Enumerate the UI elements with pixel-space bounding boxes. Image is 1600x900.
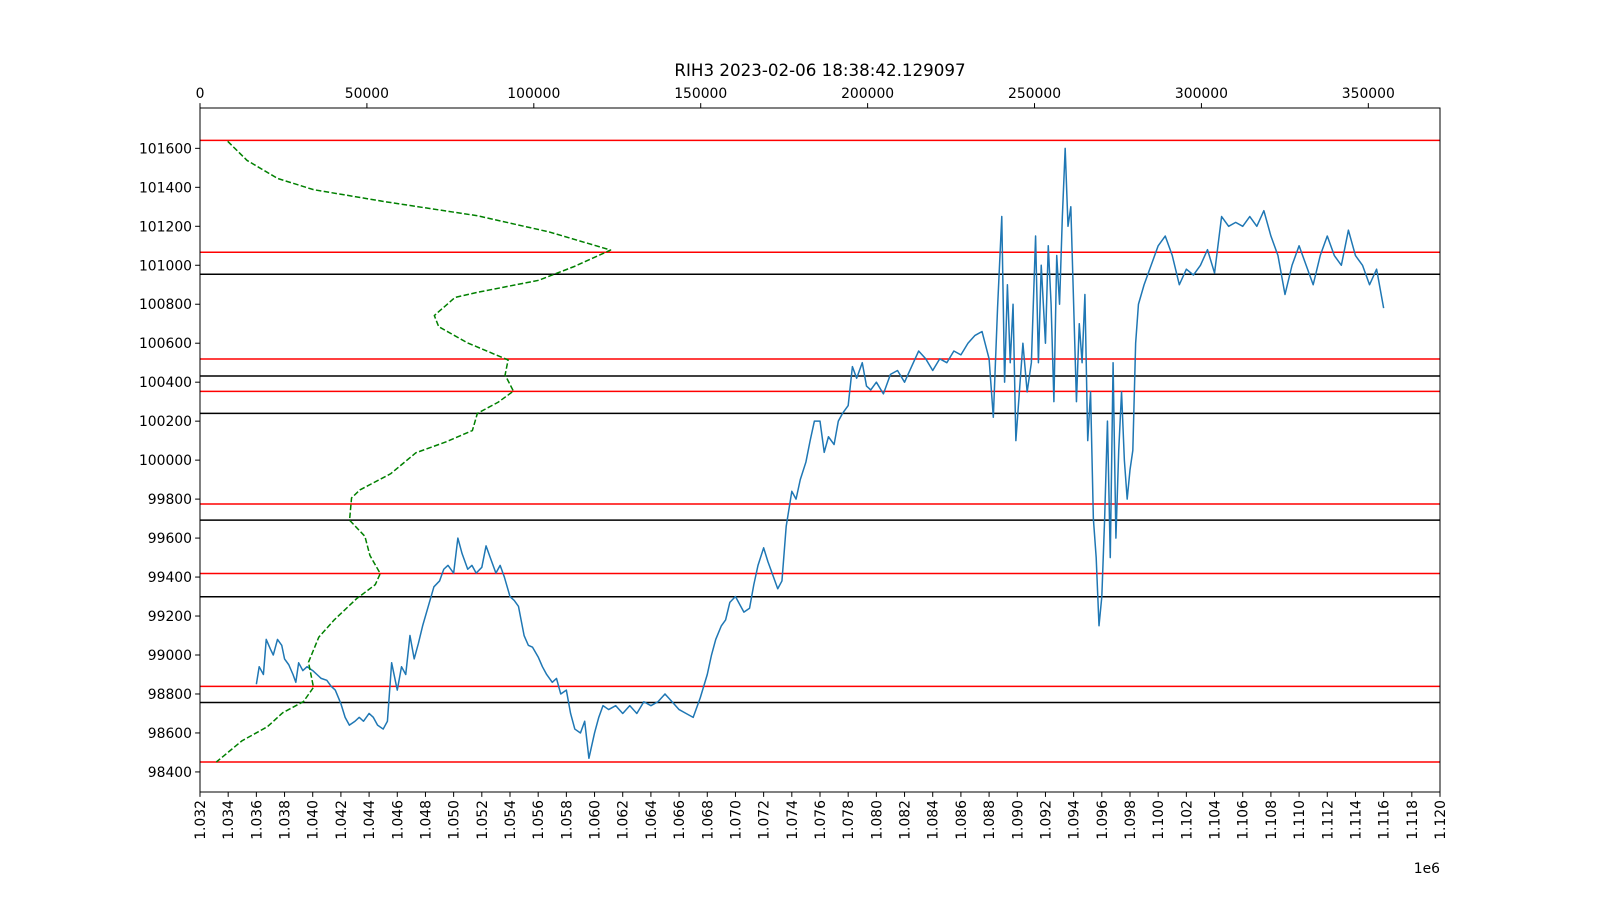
x2-tick-label: 250000 xyxy=(1008,86,1061,102)
x-tick-label: 1.068 xyxy=(700,800,716,840)
x2-tick-label: 200000 xyxy=(841,86,894,102)
x-tick-label: 1.086 xyxy=(954,800,970,840)
y-tick-label: 99400 xyxy=(148,570,192,586)
y-tick-label: 101400 xyxy=(139,180,192,196)
x2-tick-label: 150000 xyxy=(674,86,727,102)
x-tick-label: 1.074 xyxy=(785,800,801,840)
x-tick-label: 1.120 xyxy=(1433,800,1449,840)
x-tick-label: 1.044 xyxy=(362,800,378,840)
x-tick-label: 1.098 xyxy=(1123,800,1139,840)
x-tick-label: 1.090 xyxy=(1010,800,1026,840)
y-tick-label: 100400 xyxy=(139,375,192,391)
y-tick-label: 100800 xyxy=(139,297,192,313)
x-tick-label: 1.072 xyxy=(757,800,773,840)
x-tick-label: 1.082 xyxy=(898,800,914,840)
plot-frame xyxy=(199,107,1441,793)
x2-tick-label: 0 xyxy=(196,86,205,102)
x2-tick-label: 350000 xyxy=(1342,86,1395,102)
y-tick-label: 99800 xyxy=(148,492,192,508)
x-tick-label: 1.038 xyxy=(278,800,294,840)
x-tick-label: 1.116 xyxy=(1377,800,1393,840)
x-tick-label: 1.102 xyxy=(1179,800,1195,840)
x-tick-label: 1.036 xyxy=(249,800,265,840)
x-offset-label: 1e6 xyxy=(1414,861,1440,877)
x-tick-label: 1.070 xyxy=(728,800,744,840)
x-tick-label: 1.118 xyxy=(1405,800,1421,840)
y-tick-label: 99000 xyxy=(148,648,192,664)
x-tick-label: 1.104 xyxy=(1208,800,1224,840)
x-tick-label: 1.096 xyxy=(1095,800,1111,840)
x-tick-label: 1.046 xyxy=(390,800,406,840)
x-tick-label: 1.108 xyxy=(1264,800,1280,840)
x-tick-label: 1.054 xyxy=(503,800,519,840)
y-tick-label: 101600 xyxy=(139,141,192,157)
y-tick-label: 101200 xyxy=(139,219,192,235)
y-tick-label: 100600 xyxy=(139,336,192,352)
y-tick-label: 101000 xyxy=(139,258,192,274)
chart-title: RIH3 2023-02-06 18:38:42.129097 xyxy=(674,60,965,80)
x-tick-label: 1.052 xyxy=(475,800,491,840)
x-tick-label: 1.048 xyxy=(418,800,434,840)
x2-tick-label: 100000 xyxy=(507,86,560,102)
x-tick-label: 1.056 xyxy=(531,800,547,840)
x-tick-label: 1.110 xyxy=(1292,800,1308,840)
y-tick-label: 98600 xyxy=(148,726,192,742)
plot-area xyxy=(200,139,1440,763)
x-tick-label: 1.060 xyxy=(588,800,604,840)
x-tick-label: 1.106 xyxy=(1236,800,1252,840)
x2-tick-label: 300000 xyxy=(1175,86,1228,102)
x-tick-label: 1.040 xyxy=(306,800,322,840)
x-tick-label: 1.114 xyxy=(1348,800,1364,840)
x-tick-label: 1.062 xyxy=(616,800,632,840)
x-tick-label: 1.034 xyxy=(221,800,237,840)
x-tick-label: 1.078 xyxy=(841,800,857,840)
x-tick-label: 1.092 xyxy=(1038,800,1054,840)
x-tick-label: 1.042 xyxy=(334,800,350,840)
y-tick-label: 100000 xyxy=(139,453,192,469)
x-tick-label: 1.112 xyxy=(1320,800,1336,840)
y-tick-label: 99600 xyxy=(148,531,192,547)
y-tick-label: 99200 xyxy=(148,609,192,625)
y-tick-label: 100200 xyxy=(139,414,192,430)
x-tick-label: 1.084 xyxy=(926,800,942,840)
x-tick-label: 1.080 xyxy=(869,800,885,840)
price-line xyxy=(255,147,1385,760)
x-tick-label: 1.064 xyxy=(644,800,660,840)
y-tick-label: 98400 xyxy=(148,765,192,781)
x-tick-label: 1.088 xyxy=(982,800,998,840)
x-tick-label: 1.100 xyxy=(1151,800,1167,840)
x-tick-label: 1.094 xyxy=(1067,800,1083,840)
x-tick-label: 1.076 xyxy=(813,800,829,840)
y-tick-label: 98800 xyxy=(148,687,192,703)
x2-tick-label: 50000 xyxy=(345,86,389,102)
x-tick-label: 1.050 xyxy=(447,800,463,840)
x-tick-label: 1.058 xyxy=(559,800,575,840)
x-tick-label: 1.066 xyxy=(672,800,688,840)
x-tick-label: 1.032 xyxy=(193,800,209,840)
volume-profile xyxy=(215,140,612,763)
